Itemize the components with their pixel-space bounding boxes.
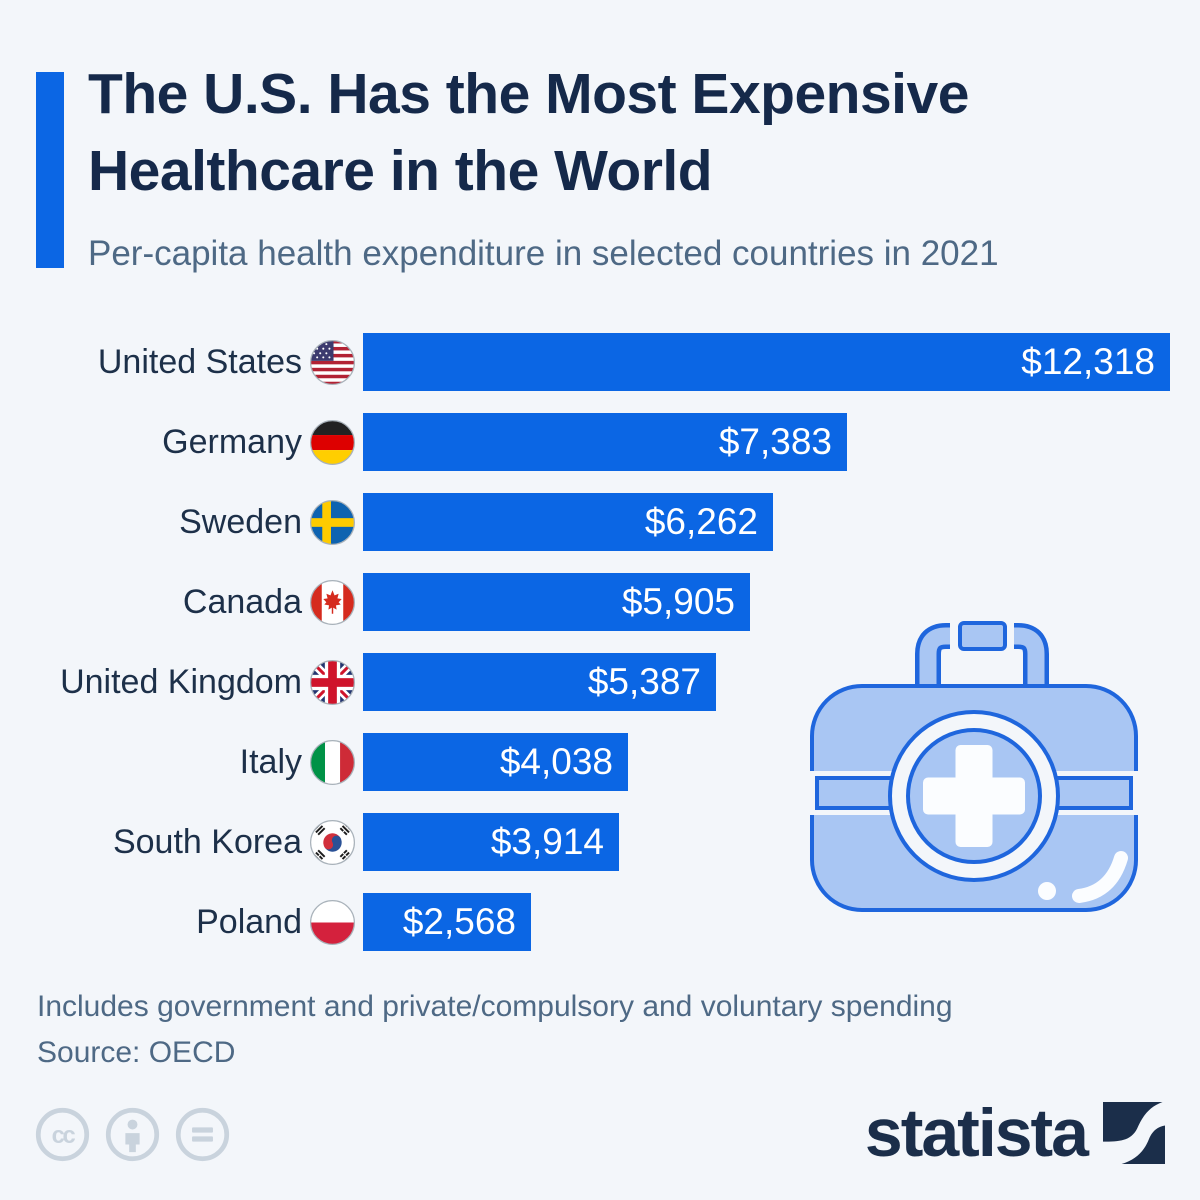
bar-value: $7,383 xyxy=(718,421,832,462)
equals-icon xyxy=(175,1107,230,1162)
bar-chart: United States xyxy=(0,322,1200,962)
flag-united-kingdom-icon xyxy=(310,659,355,705)
country-label: Germany xyxy=(162,422,302,461)
bar-row: Italy $4,038 xyxy=(0,722,1200,802)
bar: $7,383 xyxy=(363,413,847,471)
flag-sweden-icon xyxy=(310,499,355,545)
attribution-icon xyxy=(105,1107,160,1162)
flag-united-states-icon xyxy=(310,339,355,385)
svg-text:cc: cc xyxy=(52,1122,76,1149)
bar-row: Germany $7,383 xyxy=(0,402,1200,482)
bar-row: United States xyxy=(0,322,1200,402)
country-label: United States xyxy=(97,342,302,381)
statista-logo-mark-icon xyxy=(1103,1102,1165,1164)
bar-value: $12,318 xyxy=(1021,341,1155,382)
bar-row: United Kingdom $5,387 xyxy=(0,642,1200,722)
bar: $2,568 xyxy=(363,893,531,951)
flag-canada-icon xyxy=(310,579,355,625)
chart-footnote: Includes government and private/compulso… xyxy=(37,990,953,1023)
bar-value: $3,914 xyxy=(490,821,604,862)
country-label: Sweden xyxy=(179,502,302,541)
flag-south-korea-icon xyxy=(310,819,355,865)
license-icons: cc xyxy=(34,1106,231,1163)
cc-icon: cc xyxy=(35,1107,90,1162)
bar-value: $5,387 xyxy=(587,661,701,702)
bar-value: $2,568 xyxy=(402,901,516,942)
title-accent-bar xyxy=(36,72,64,268)
flag-italy-icon xyxy=(310,739,355,785)
statista-logo: statista xyxy=(865,1094,1165,1172)
statista-wordmark: statista xyxy=(864,1095,1089,1171)
bar: $5,905 xyxy=(363,573,750,631)
bar-row: Canada $5,905 xyxy=(0,562,1200,642)
country-label: United Kingdom xyxy=(60,662,302,701)
bar: $12,318 xyxy=(363,333,1170,391)
flag-germany-icon xyxy=(310,419,355,465)
bar: $5,387 xyxy=(363,653,716,711)
country-label: Poland xyxy=(196,902,302,941)
bar-value: $6,262 xyxy=(644,501,758,542)
bar: $3,914 xyxy=(363,813,619,871)
flag-poland-icon xyxy=(310,899,355,945)
bar: $6,262 xyxy=(363,493,773,551)
country-label: Canada xyxy=(182,582,302,621)
page-subtitle: Per-capita health expenditure in selecte… xyxy=(88,234,999,273)
country-label: Italy xyxy=(239,742,302,781)
bar-row: Poland $2,568 xyxy=(0,882,1200,962)
page-title: The U.S. Has the Most Expensive Healthca… xyxy=(88,62,969,203)
source-text: Source: OECD xyxy=(37,1036,236,1069)
bar-value: $4,038 xyxy=(499,741,613,782)
bar: $4,038 xyxy=(363,733,628,791)
country-label: South Korea xyxy=(112,822,302,861)
first-aid-kit-illustration xyxy=(808,621,1140,912)
bar-value: $5,905 xyxy=(621,581,735,622)
bar-row: Sweden $6,262 xyxy=(0,482,1200,562)
bar-row: South Korea xyxy=(0,802,1200,882)
